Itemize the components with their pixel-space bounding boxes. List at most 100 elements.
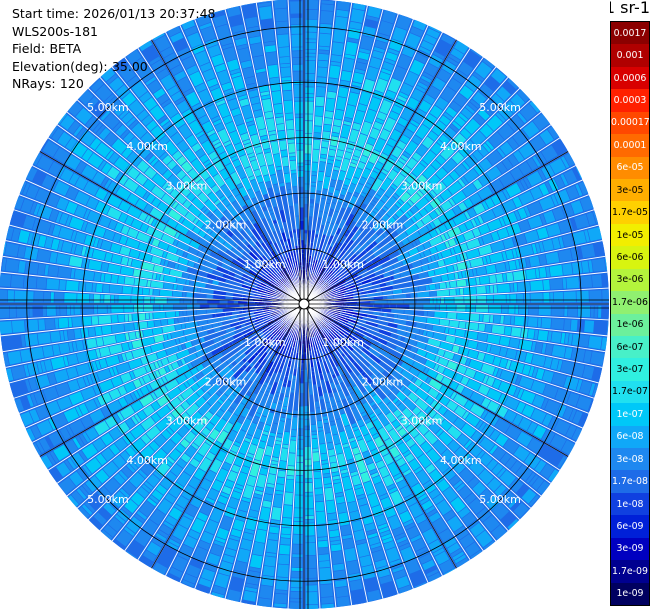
range-gate-cell (215, 285, 229, 292)
range-gate-cell (404, 522, 416, 530)
range-gate-cell (396, 252, 410, 262)
range-gate-cell (459, 85, 474, 100)
range-gate-cell (479, 124, 494, 138)
range-gate-cell (201, 140, 215, 155)
range-gate-cell (74, 191, 90, 206)
range-gate-cell (24, 333, 39, 347)
range-gate-cell (151, 59, 164, 71)
range-gate-cell (314, 488, 323, 495)
range-gate-cell (159, 135, 170, 146)
range-gate-cell (466, 278, 477, 286)
range-gate-cell (172, 150, 183, 161)
range-gate-cell (333, 29, 346, 43)
ray-separator (303, 303, 576, 443)
range-gate-cell (369, 381, 377, 389)
range-gate-cell (294, 328, 299, 341)
range-gate-cell (298, 177, 304, 187)
range-gate-cell (153, 471, 163, 480)
range-gate-cell (198, 134, 208, 144)
range-gate-cell (43, 292, 51, 303)
range-gate-cell (592, 367, 602, 382)
range-gate-cell (373, 304, 383, 308)
range-gate-cell (157, 498, 173, 515)
range-gate-cell (239, 248, 245, 254)
range-gate-cell (104, 179, 112, 189)
range-gate-cell (154, 220, 166, 231)
range-gate-cell (304, 369, 308, 383)
range-gate-cell (266, 342, 276, 353)
range-gate-cell (56, 305, 60, 316)
range-gate-cell (357, 103, 367, 112)
range-gate-cell (74, 328, 82, 339)
range-gate-cell (241, 284, 252, 290)
ray-separator (179, 303, 305, 583)
range-gate-cell (295, 114, 303, 118)
range-gate-cell (255, 191, 264, 202)
range-gate-cell (349, 363, 358, 373)
range-gate-cell (427, 86, 441, 99)
range-gate-cell (155, 484, 168, 495)
range-gate-cell (508, 305, 515, 314)
range-gate-cell (379, 241, 385, 247)
range-gate-cell (367, 371, 373, 377)
range-gate-cell (227, 304, 240, 308)
range-gate-cell (305, 542, 316, 556)
range-gate-cell (331, 374, 336, 379)
range-gate-cell (292, 229, 296, 233)
range-ring-label: 4.00km (126, 454, 168, 467)
ray-separator (303, 165, 576, 305)
range-gate-cell (275, 437, 282, 442)
range-gate-cell (499, 347, 508, 357)
range-gate-cell (344, 232, 349, 238)
range-gate-cell (479, 158, 492, 172)
range-gate-cell (275, 113, 284, 118)
range-gate-cell (170, 330, 184, 339)
range-gate-cell (392, 261, 403, 269)
range-gate-cell (240, 304, 244, 307)
range-gate-cell (344, 293, 354, 298)
range-gate-cell (345, 347, 356, 359)
range-gate-cell (279, 140, 287, 151)
range-gate-cell (154, 320, 161, 327)
range-gate-cell (313, 337, 319, 350)
range-gate-cell (232, 386, 242, 397)
range-gate-cell (319, 198, 326, 212)
range-gate-cell (443, 467, 456, 481)
range-gate-cell (590, 351, 605, 366)
ray-separator (240, 303, 305, 603)
range-gate-cell (422, 165, 437, 179)
range-gate-cell (294, 495, 303, 508)
range-gate-cell (381, 214, 390, 222)
range-gate-cell (395, 346, 403, 353)
range-gate-cell (239, 310, 243, 314)
range-gate-cell (280, 417, 286, 422)
range-gate-cell (211, 54, 224, 67)
range-gate-cell (153, 88, 166, 99)
range-gate-cell (590, 305, 594, 318)
range-gate-cell (314, 285, 322, 293)
range-gate-cell (489, 252, 504, 263)
range-gate-cell (376, 36, 388, 43)
range-gate-cell (361, 269, 374, 278)
range-gate-cell (190, 185, 202, 196)
range-gate-cell (351, 278, 364, 286)
range-gate-cell (131, 81, 148, 98)
range-gate-cell (517, 281, 531, 292)
range-gate-cell (154, 370, 161, 378)
range-gate-cell (357, 242, 369, 253)
range-gate-cell (360, 471, 371, 483)
range-gate-cell (263, 252, 268, 256)
range-gate-cell (126, 117, 136, 127)
start-time-line: Start time: 2026/01/13 20:37:48 (12, 6, 216, 21)
range-gate-cell (252, 329, 257, 333)
range-gate-cell (374, 40, 387, 50)
range-gate-cell (332, 388, 337, 393)
range-gate-cell (239, 320, 246, 325)
range-gate-cell (115, 172, 123, 182)
range-gate-cell (318, 554, 330, 561)
range-gate-cell (290, 238, 296, 251)
range-gate-cell (330, 279, 339, 286)
range-gate-cell (320, 285, 326, 291)
range-gate-cell (198, 577, 212, 588)
range-gate-cell (218, 322, 223, 327)
